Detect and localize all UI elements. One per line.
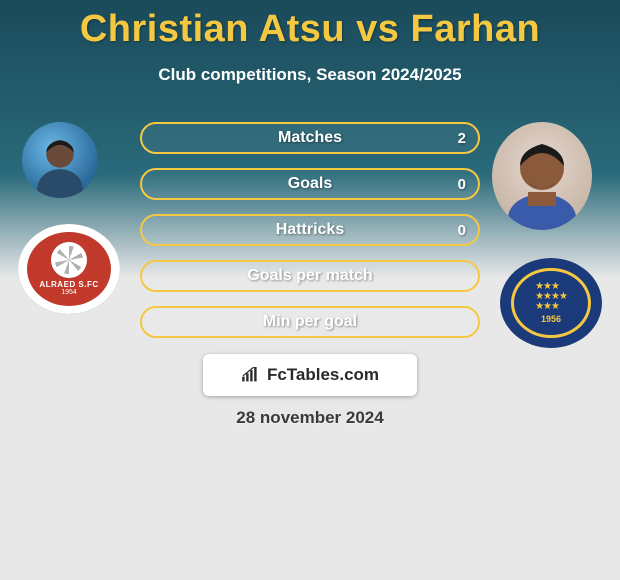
page-subtitle: Club competitions, Season 2024/2025	[0, 65, 620, 85]
stat-label: Goals per match	[247, 267, 372, 285]
watermark-badge: FcTables.com	[203, 354, 417, 396]
stat-row-matches: Matches 2	[140, 122, 480, 154]
watermark-text: FcTables.com	[267, 365, 379, 385]
stat-label: Matches	[278, 129, 342, 147]
date-label: 28 november 2024	[236, 408, 383, 428]
person-icon	[22, 122, 98, 198]
stars-icon: ★★★★★★★★★★	[535, 282, 567, 312]
stat-label: Goals	[288, 175, 332, 193]
stat-row-goals: Goals 0	[140, 168, 480, 200]
player-right-avatar	[492, 122, 592, 230]
player-left-avatar	[22, 122, 98, 198]
stat-row-hattricks: Hattricks 0	[140, 214, 480, 246]
stat-value-right: 2	[458, 130, 466, 147]
stat-row-goals-per-match: Goals per match	[140, 260, 480, 292]
comparison-table: Matches 2 Goals 0 Hattricks 0 Goals per …	[140, 122, 480, 352]
soccer-ball-icon	[51, 242, 87, 278]
club-left-badge: ALRAED S.FC 1954	[18, 224, 120, 314]
stat-label: Min per goal	[263, 313, 357, 331]
page-title: Christian Atsu vs Farhan	[0, 0, 620, 51]
person-icon	[492, 122, 592, 230]
stat-row-min-per-goal: Min per goal	[140, 306, 480, 338]
stat-value-right: 0	[458, 176, 466, 193]
bar-chart-icon	[241, 367, 261, 383]
club-left-year: 1954	[61, 289, 77, 296]
stat-label: Hattricks	[276, 221, 344, 239]
stat-value-right: 0	[458, 222, 466, 239]
club-left-name: ALRAED S.FC	[39, 280, 98, 289]
club-right-year: 1956	[541, 314, 561, 324]
club-right-badge: ★★★★★★★★★★ 1956	[500, 258, 602, 348]
